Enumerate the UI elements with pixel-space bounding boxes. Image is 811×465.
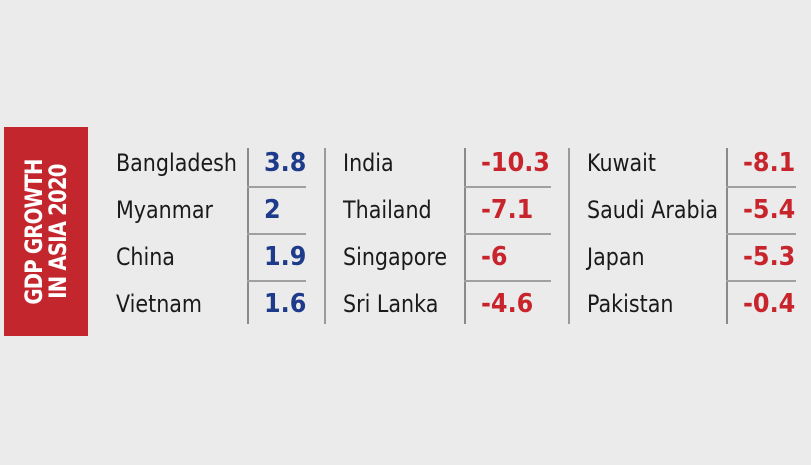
row-separator (464, 280, 551, 282)
growth-value: 3.8 (264, 148, 307, 178)
growth-value: -0.4 (743, 289, 796, 319)
row-separator (464, 233, 551, 235)
title-bar: GDP GROWTH IN ASIA 2020 (4, 127, 88, 336)
country-label: Bangladesh (116, 149, 238, 177)
growth-value: -7.1 (481, 195, 534, 225)
growth-value: 2 (264, 195, 281, 225)
country-label: Japan (587, 243, 645, 271)
row-separator (247, 280, 306, 282)
country-label: Singapore (343, 243, 448, 271)
country-label: Myanmar (116, 196, 213, 224)
growth-value: -10.3 (481, 148, 550, 178)
title-line-1: GDP GROWTH (20, 158, 48, 305)
growth-value: 1.6 (264, 289, 307, 319)
title-line-2: IN ASIA 2020 (44, 164, 72, 299)
group-divider (568, 148, 570, 324)
row-separator (726, 233, 796, 235)
row-separator (247, 186, 306, 188)
country-label: India (343, 149, 394, 177)
table-title: GDP GROWTH IN ASIA 2020 (4, 127, 88, 336)
row-separator (726, 280, 796, 282)
group-divider (324, 148, 326, 324)
growth-value: -8.1 (743, 148, 796, 178)
country-label: Thailand (343, 196, 432, 224)
country-label: Sri Lanka (343, 290, 439, 318)
growth-value: -6 (481, 242, 508, 272)
row-separator (464, 186, 551, 188)
country-label: Kuwait (587, 149, 656, 177)
column-divider (464, 148, 466, 324)
growth-value: -4.6 (481, 289, 534, 319)
country-label: Vietnam (116, 290, 203, 318)
country-label: China (116, 243, 175, 271)
growth-value: -5.4 (743, 195, 796, 225)
growth-value: 1.9 (264, 242, 307, 272)
row-separator (247, 233, 306, 235)
column-divider (247, 148, 249, 324)
column-divider (726, 148, 728, 324)
row-separator (726, 186, 796, 188)
growth-value: -5.3 (743, 242, 796, 272)
country-label: Saudi Arabia (587, 196, 718, 224)
country-label: Pakistan (587, 290, 674, 318)
